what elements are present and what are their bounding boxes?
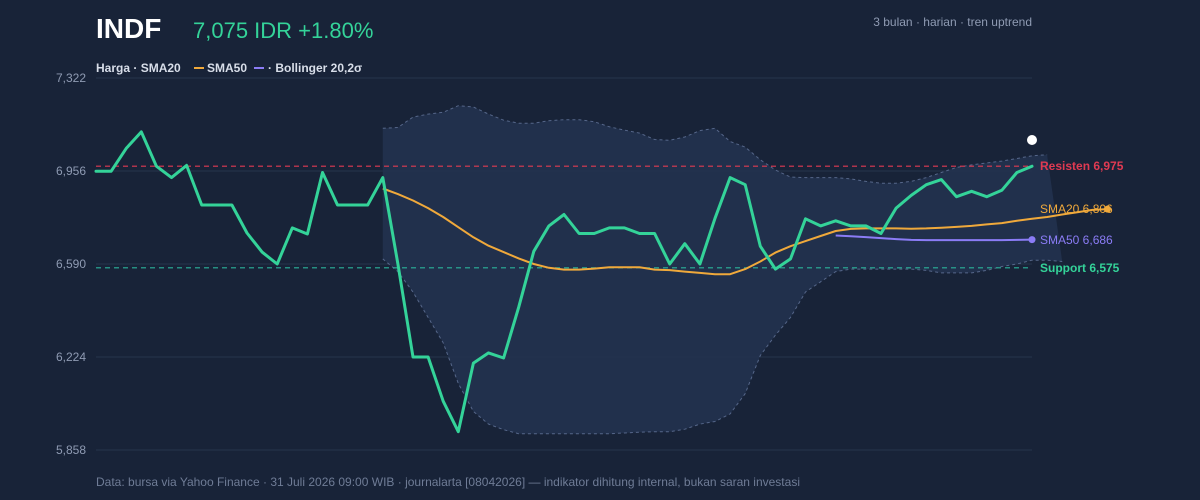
legend-text: Harga · SMA20 (96, 61, 181, 75)
chart-meta: 3 bulan · harian · tren uptrend (873, 15, 1032, 29)
resistance-label: Resisten 6,975 (1040, 159, 1124, 173)
legend-text-2: · Bollinger 20,2σ (268, 61, 362, 75)
right-labels: Resisten 6,975 SMA20 6,806 SMA50 6,686 S… (1040, 159, 1124, 275)
y-tick-label: 6,590 (56, 257, 86, 271)
legend-sep: · (268, 61, 272, 75)
support-label: Support 6,575 (1040, 261, 1120, 275)
legend-sma50: SMA50 (207, 61, 247, 75)
bollinger-lower-line (382, 258, 1063, 435)
legend-sma20: SMA20 (141, 61, 181, 75)
legend-bollinger: Bollinger 20,2σ (275, 61, 362, 75)
live-marker (1027, 135, 1037, 145)
price-line (94, 130, 1034, 434)
series-lines (94, 130, 1111, 434)
y-tick-label: 6,956 (56, 164, 86, 178)
bollinger-band (382, 105, 1063, 435)
y-tick-label: 5,858 (56, 443, 86, 457)
y-axis: 7,322 6,956 6,590 6,224 5,858 (56, 71, 86, 457)
header: INDF 7,075 IDR +1.80% 3 bulan · harian ·… (96, 13, 1032, 44)
legend: Harga · SMA20 SMA50 · Bollinger 20,2σ (96, 61, 362, 75)
bollinger-fill (382, 105, 1063, 434)
sma20-end-dot (1103, 205, 1111, 213)
bollinger-upper-line (382, 105, 1048, 184)
sma50-end-label: SMA50 6,686 (1040, 233, 1113, 247)
sma20-line (382, 187, 1108, 276)
level-lines (96, 165, 1032, 269)
sma50-end-dot (1028, 236, 1036, 244)
sma50-line (835, 234, 1033, 242)
legend-price: Harga (96, 61, 130, 75)
sma20-end-label: SMA20 6,806 (1040, 202, 1113, 216)
price-change: 7,075 IDR +1.80% (193, 18, 373, 43)
footer-source: Data: bursa via Yahoo Finance · 31 Juli … (96, 475, 800, 489)
y-tick-label: 7,322 (56, 71, 86, 85)
ticker-title: INDF (96, 13, 161, 44)
legend-sep: · (133, 61, 137, 75)
y-tick-label: 6,224 (56, 350, 86, 364)
